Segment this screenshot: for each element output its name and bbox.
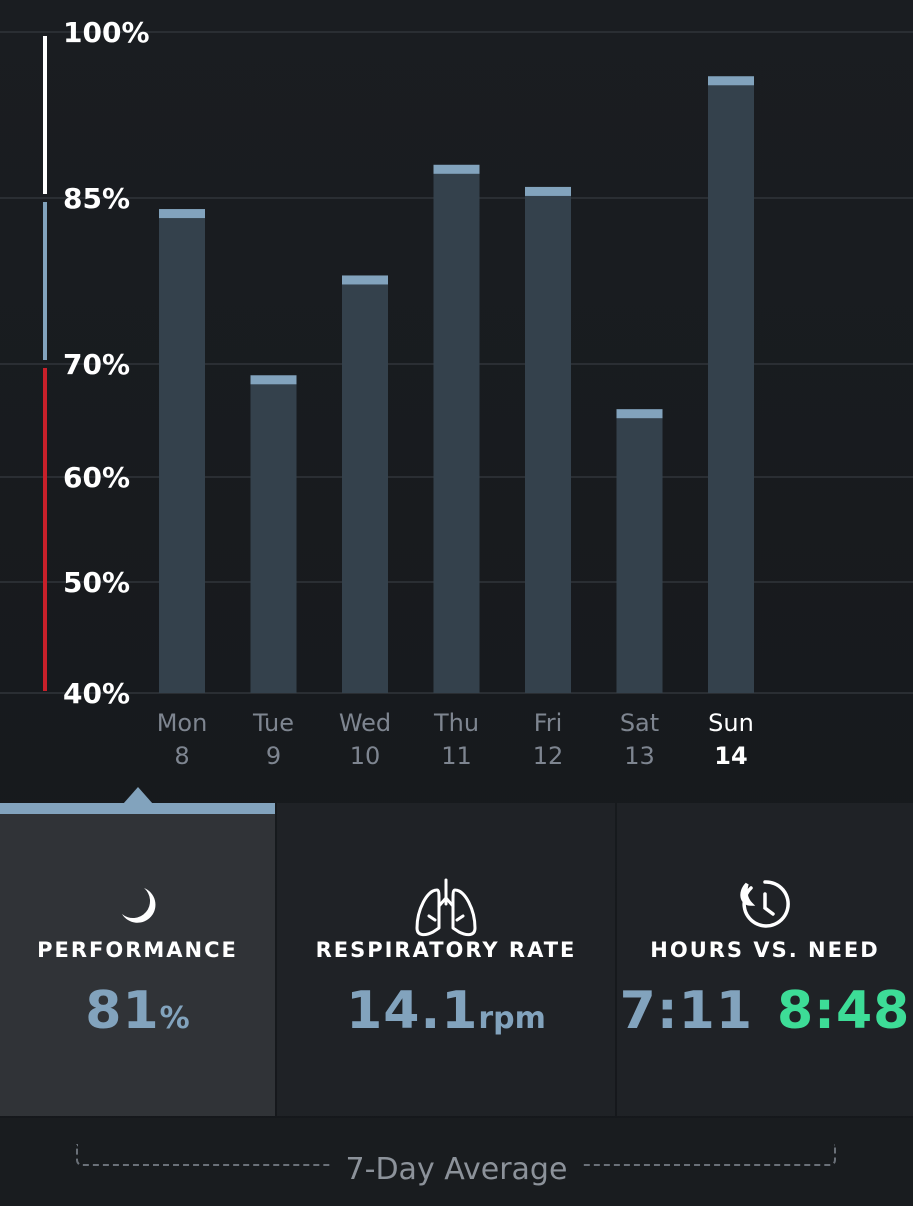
bar <box>342 275 388 693</box>
bar <box>525 186 571 693</box>
date-label: 13 <box>624 742 655 770</box>
day-label: Sat <box>620 709 659 737</box>
bar-cap <box>433 164 480 174</box>
sleep-performance-chart: 100% 85% 70% 60% 50% 40% Mon 8 Tue 9 Wed 10 Thu 11 Fri… <box>0 16 913 770</box>
y-tick-label: 70% <box>63 348 130 381</box>
hours-vs-need-tile[interactable]: HOURS VS. NEED 7:11 8:48 <box>617 803 913 1116</box>
bar-cap <box>525 186 571 196</box>
bar-cap <box>250 375 297 385</box>
bar <box>250 375 297 693</box>
bar <box>616 409 663 693</box>
day-label: Thu <box>433 709 479 737</box>
bar-cap <box>342 275 388 285</box>
clock-icon <box>617 876 913 936</box>
y-tick-label: 50% <box>63 566 130 599</box>
performance-title: PERFORMANCE <box>37 938 238 962</box>
bar-chart: 100% 85% 70% 60% 50% 40% Mon 8 Tue 9 Wed 10 Thu 11 Fri… <box>0 16 913 770</box>
bar-cap <box>708 76 754 86</box>
date-label: 14 <box>714 742 747 770</box>
metric-tiles: PERFORMANCE 81% RESPIRATORY RATE 14.1 <box>0 803 913 1116</box>
bar-cap <box>616 409 663 419</box>
performance-tile[interactable]: PERFORMANCE 81% <box>0 803 275 1116</box>
respiratory-rate-unit: rpm <box>478 1001 546 1036</box>
selected-tile-indicator <box>0 803 275 814</box>
date-label: 12 <box>533 742 564 770</box>
date-label: 8 <box>174 742 189 770</box>
day-label: Fri <box>534 709 563 737</box>
performance-number: 81 <box>85 981 160 1041</box>
performance-value: 81% <box>0 981 275 1041</box>
date-label: 10 <box>350 742 381 770</box>
day-label: Wed <box>339 709 391 737</box>
respiratory-rate-number: 14.1 <box>346 981 479 1041</box>
respiratory-rate-title: RESPIRATORY RATE <box>315 938 577 962</box>
performance-unit: % <box>159 1001 190 1036</box>
bar <box>159 209 205 694</box>
y-tick-label: 100% <box>63 16 150 49</box>
bar-cap <box>159 209 205 219</box>
day-label: Mon <box>157 709 208 737</box>
hours-slept: 7:11 <box>619 981 753 1041</box>
respiratory-rate-value: 14.1rpm <box>277 981 615 1041</box>
lungs-icon <box>277 876 615 937</box>
y-tick-label: 85% <box>63 182 130 215</box>
moon-icon <box>0 876 275 936</box>
bar <box>433 164 480 694</box>
y-tick-label: 40% <box>63 677 130 710</box>
hours-vs-need-title: HOURS VS. NEED <box>650 938 880 962</box>
y-tick-label: 60% <box>63 461 130 494</box>
bar <box>708 76 754 694</box>
date-label: 11 <box>441 742 472 770</box>
day-label: Sun <box>708 709 754 737</box>
selected-tile-pointer <box>123 787 153 804</box>
date-label: 9 <box>266 742 281 770</box>
footer: 7-Day Average <box>0 1118 913 1206</box>
hours-vs-need-value: 7:11 8:48 <box>617 981 913 1041</box>
seven-day-average-label: 7-Day Average <box>331 1152 582 1187</box>
day-label: Tue <box>252 709 294 737</box>
respiratory-rate-tile[interactable]: RESPIRATORY RATE 14.1rpm <box>277 803 615 1116</box>
sleep-need: 8:48 <box>777 981 911 1041</box>
